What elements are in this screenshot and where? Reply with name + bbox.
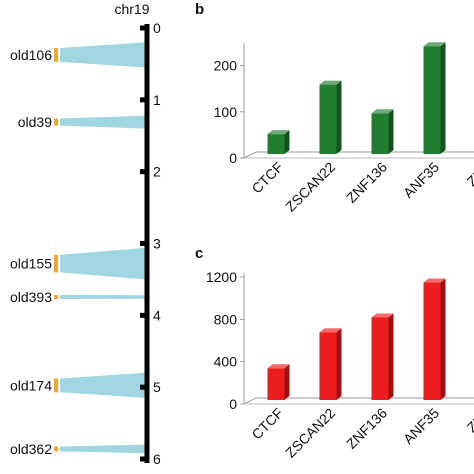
bar	[319, 332, 337, 400]
chromosome-label: chr19	[114, 1, 149, 17]
bar	[423, 46, 441, 154]
scaffold-bands: old106 old39 old155 old393 old174 old362	[10, 42, 145, 457]
bar	[423, 282, 441, 400]
scaffold-marker	[54, 254, 58, 273]
category-label: CTCF	[248, 405, 286, 443]
scaffold-band	[60, 247, 145, 280]
bar	[267, 368, 285, 400]
axis-tick-label: 6	[153, 451, 161, 467]
scaffold-band	[60, 42, 145, 68]
bar	[319, 84, 337, 154]
bar-side	[440, 42, 446, 154]
bar-top	[423, 42, 446, 47]
category-label: ANF35	[400, 405, 442, 447]
bar	[371, 317, 389, 400]
floor-line	[243, 397, 474, 405]
y-tick-label: 1200	[206, 269, 237, 285]
category-label: ZSCAN22	[282, 159, 338, 215]
bar-side	[284, 130, 290, 154]
axis-tick-label: 2	[153, 164, 161, 180]
bar-top	[371, 109, 394, 114]
axis-tick	[140, 169, 145, 175]
bar	[371, 113, 389, 154]
axis-tick-label: 4	[153, 307, 161, 323]
category-label: CTCF	[248, 159, 286, 197]
scaffold-band	[60, 115, 145, 129]
scaffold-band	[60, 295, 145, 300]
scaffold-label: old174	[10, 377, 52, 393]
chromosome-panel: chr19 old106 old39 old155 old393 old174 old36…	[10, 1, 161, 467]
bar-top	[423, 278, 446, 283]
y-tick-label: 400	[214, 354, 238, 370]
axis-tick	[140, 384, 145, 390]
bar-top	[371, 313, 394, 318]
category-label: ZNF	[464, 405, 474, 436]
scaffold-label: old39	[18, 114, 52, 130]
category-label: ZNF136	[343, 405, 390, 452]
axis-tick	[140, 25, 145, 31]
y-tick-label: 0	[229, 396, 237, 412]
y-tick-label: 200	[214, 58, 238, 74]
y-tick-label: 100	[214, 104, 238, 120]
scaffold-label: old362	[10, 441, 52, 457]
scaffold-band	[60, 444, 145, 454]
scaffold-marker	[54, 48, 58, 62]
scaffold-band	[60, 372, 145, 398]
panel-letter-b: b	[195, 1, 204, 18]
scaffold-marker	[54, 446, 58, 452]
scaffold-marker	[54, 378, 58, 393]
axis-tick-label: 3	[153, 236, 161, 252]
bar-side	[336, 80, 342, 154]
bar-side	[440, 278, 446, 400]
floor-line	[243, 151, 474, 159]
bar-side	[284, 364, 290, 400]
axis-tick-label: 0	[153, 20, 161, 36]
bar-top	[267, 364, 290, 369]
bar-top	[319, 80, 342, 85]
bar-side	[336, 328, 342, 400]
axis-tick	[140, 312, 145, 318]
bar-top	[319, 328, 342, 333]
y-tick-label: 0	[229, 150, 237, 166]
category-label: ANF35	[400, 159, 442, 201]
scaffold-marker	[54, 118, 58, 126]
category-label: ZNF136	[343, 159, 390, 206]
scaffold-label: old106	[10, 47, 52, 63]
axis-tick-label: 5	[153, 379, 161, 395]
scaffold-label: old155	[10, 256, 52, 272]
category-label: ZNF	[464, 159, 474, 190]
axis-tick	[140, 456, 145, 462]
axis-tick	[140, 97, 145, 103]
axis-tick-label: 1	[153, 92, 161, 108]
bar	[267, 134, 285, 154]
axis-tick	[140, 241, 145, 246]
chromosome-axis: 0 1 2 3 4 5 6	[140, 20, 161, 467]
bar-side	[388, 313, 394, 400]
bar-top	[267, 130, 290, 135]
panel-letter-c: c	[195, 245, 203, 262]
scaffold-marker	[54, 295, 58, 300]
scaffold-label: old393	[10, 289, 52, 305]
y-tick-label: 800	[214, 311, 238, 327]
category-label: ZSCAN22	[282, 405, 338, 461]
bar-side	[388, 109, 394, 154]
